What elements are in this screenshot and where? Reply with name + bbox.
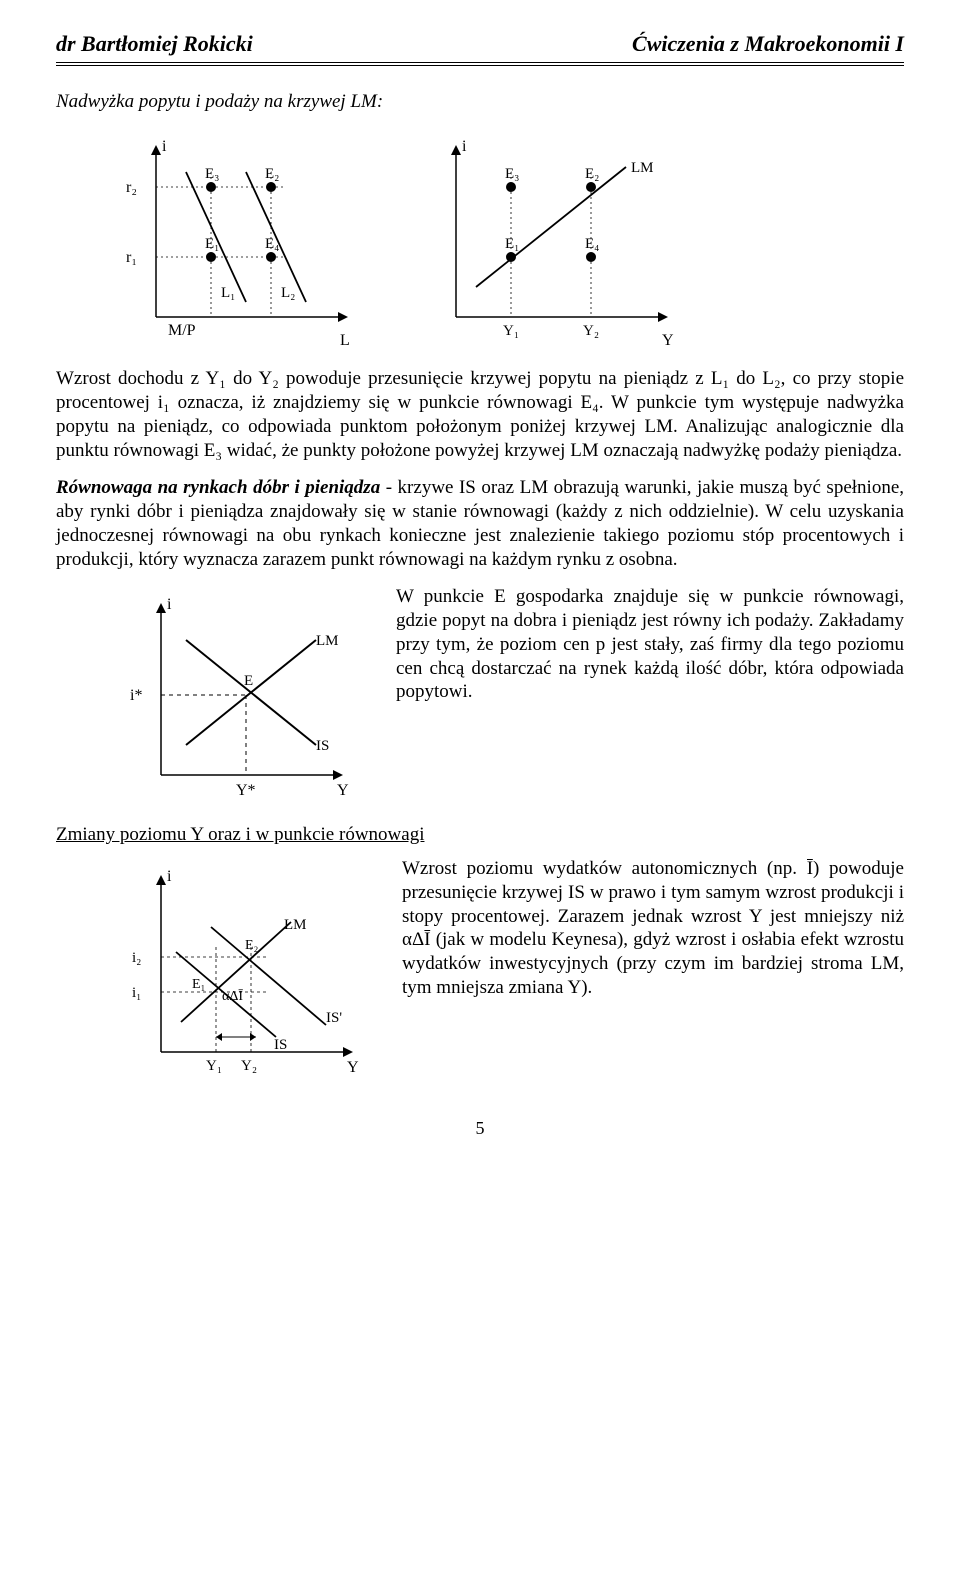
header-course: Ćwiczenia z Makroekonomii I <box>632 30 904 58</box>
svg-text:LM: LM <box>631 160 654 176</box>
svg-text:r₂: r₂ <box>126 179 137 196</box>
svg-text:i: i <box>162 138 167 155</box>
svg-text:Y: Y <box>347 1059 359 1076</box>
svg-text:L₁: L₁ <box>221 285 235 301</box>
svg-text:E₂: E₂ <box>245 938 259 953</box>
svg-text:Y₂: Y₂ <box>241 1058 257 1074</box>
svg-text:i: i <box>462 138 467 155</box>
diagram-islm-equilibrium: i Yi* Y* LM IS E <box>116 585 366 805</box>
svg-text:Y*: Y* <box>236 782 256 799</box>
paragraph-4: Wzrost poziomu wydatków autonomicznych (… <box>402 857 904 1000</box>
svg-text:Y: Y <box>337 782 349 799</box>
svg-text:E₁: E₁ <box>505 236 519 252</box>
svg-text:LM: LM <box>284 917 307 933</box>
svg-text:LM: LM <box>316 633 339 649</box>
diagram-lm-curve: i Y Y₁ Y₂ LM E₃ E₂ E₁ E₄ <box>416 127 696 347</box>
svg-text:i₂: i₂ <box>132 950 141 966</box>
row-shift: i Yi₁ i₂ Y₁ Y₂ LM IS IS' E₁ E₂ αΔĪ Wzrost poziomu … <box>56 857 904 1077</box>
svg-text:Y₂: Y₂ <box>583 323 599 339</box>
header-author: dr Bartłomiej Rokicki <box>56 30 253 58</box>
svg-text:E: E <box>244 673 253 689</box>
svg-text:Y: Y <box>662 332 674 347</box>
svg-text:E₂: E₂ <box>585 166 599 182</box>
diagram-money-demand: i Lr₂ r₁ M/P L₁ L₂ E₃ E₂ E₁ E₄ <box>116 127 376 347</box>
svg-text:Y₁: Y₁ <box>206 1058 222 1074</box>
svg-text:r₁: r₁ <box>126 249 137 266</box>
subsection-heading-text: Zmiany poziomu Y oraz i w punkcie równow… <box>56 824 424 845</box>
svg-text:i: i <box>167 596 172 613</box>
subsection-heading: Zmiany poziomu Y oraz i w punkcie równow… <box>56 823 904 847</box>
svg-text:E₃: E₃ <box>505 166 519 182</box>
svg-text:E₄: E₄ <box>265 236 279 252</box>
svg-text:E₃: E₃ <box>205 166 219 182</box>
svg-text:E₂: E₂ <box>265 166 279 182</box>
section-title-1: Nadwyżka popytu i podaży na krzywej LM: <box>56 90 904 114</box>
svg-text:IS': IS' <box>326 1010 342 1026</box>
svg-text:i: i <box>167 868 172 885</box>
svg-text:IS: IS <box>274 1037 287 1053</box>
svg-text:L: L <box>340 332 350 347</box>
page-number: 5 <box>56 1117 904 1140</box>
diagram-is-shift: i Yi₁ i₂ Y₁ Y₂ LM IS IS' E₁ E₂ αΔĪ <box>116 857 376 1077</box>
svg-text:E₁: E₁ <box>205 236 219 252</box>
svg-text:E₄: E₄ <box>585 236 599 252</box>
svg-text:IS: IS <box>316 738 329 754</box>
svg-text:M/P: M/P <box>168 322 196 339</box>
paragraph-3: W punkcie E gospodarka znajduje się w pu… <box>396 585 904 704</box>
paragraph-2: Równowaga na rynkach dóbr i pieniądza - … <box>56 476 904 571</box>
svg-text:αΔĪ: αΔĪ <box>222 988 243 1004</box>
svg-text:E₁: E₁ <box>192 977 205 992</box>
row-islm: i Yi* Y* LM IS E W punkcie E gospodarka znajd… <box>56 585 904 805</box>
paragraph-1: Wzrost dochodu z Y₁ do Y₂ powoduje przes… <box>56 367 904 462</box>
diagrams-row-top: i Lr₂ r₁ M/P L₁ L₂ E₃ E₂ E₁ E₄ i Y Y₁ Y₂ LM E₃ E₂ E₁ E₄ <box>116 127 904 347</box>
svg-text:i₁: i₁ <box>132 985 141 1001</box>
svg-text:i*: i* <box>130 687 142 704</box>
svg-text:L₂: L₂ <box>281 285 295 301</box>
para2-lead: Równowaga na rynkach dóbr i pieniądza <box>56 477 380 498</box>
page-header: dr Bartłomiej Rokicki Ćwiczenia z Makroe… <box>56 30 904 66</box>
svg-text:Y₁: Y₁ <box>503 323 519 339</box>
